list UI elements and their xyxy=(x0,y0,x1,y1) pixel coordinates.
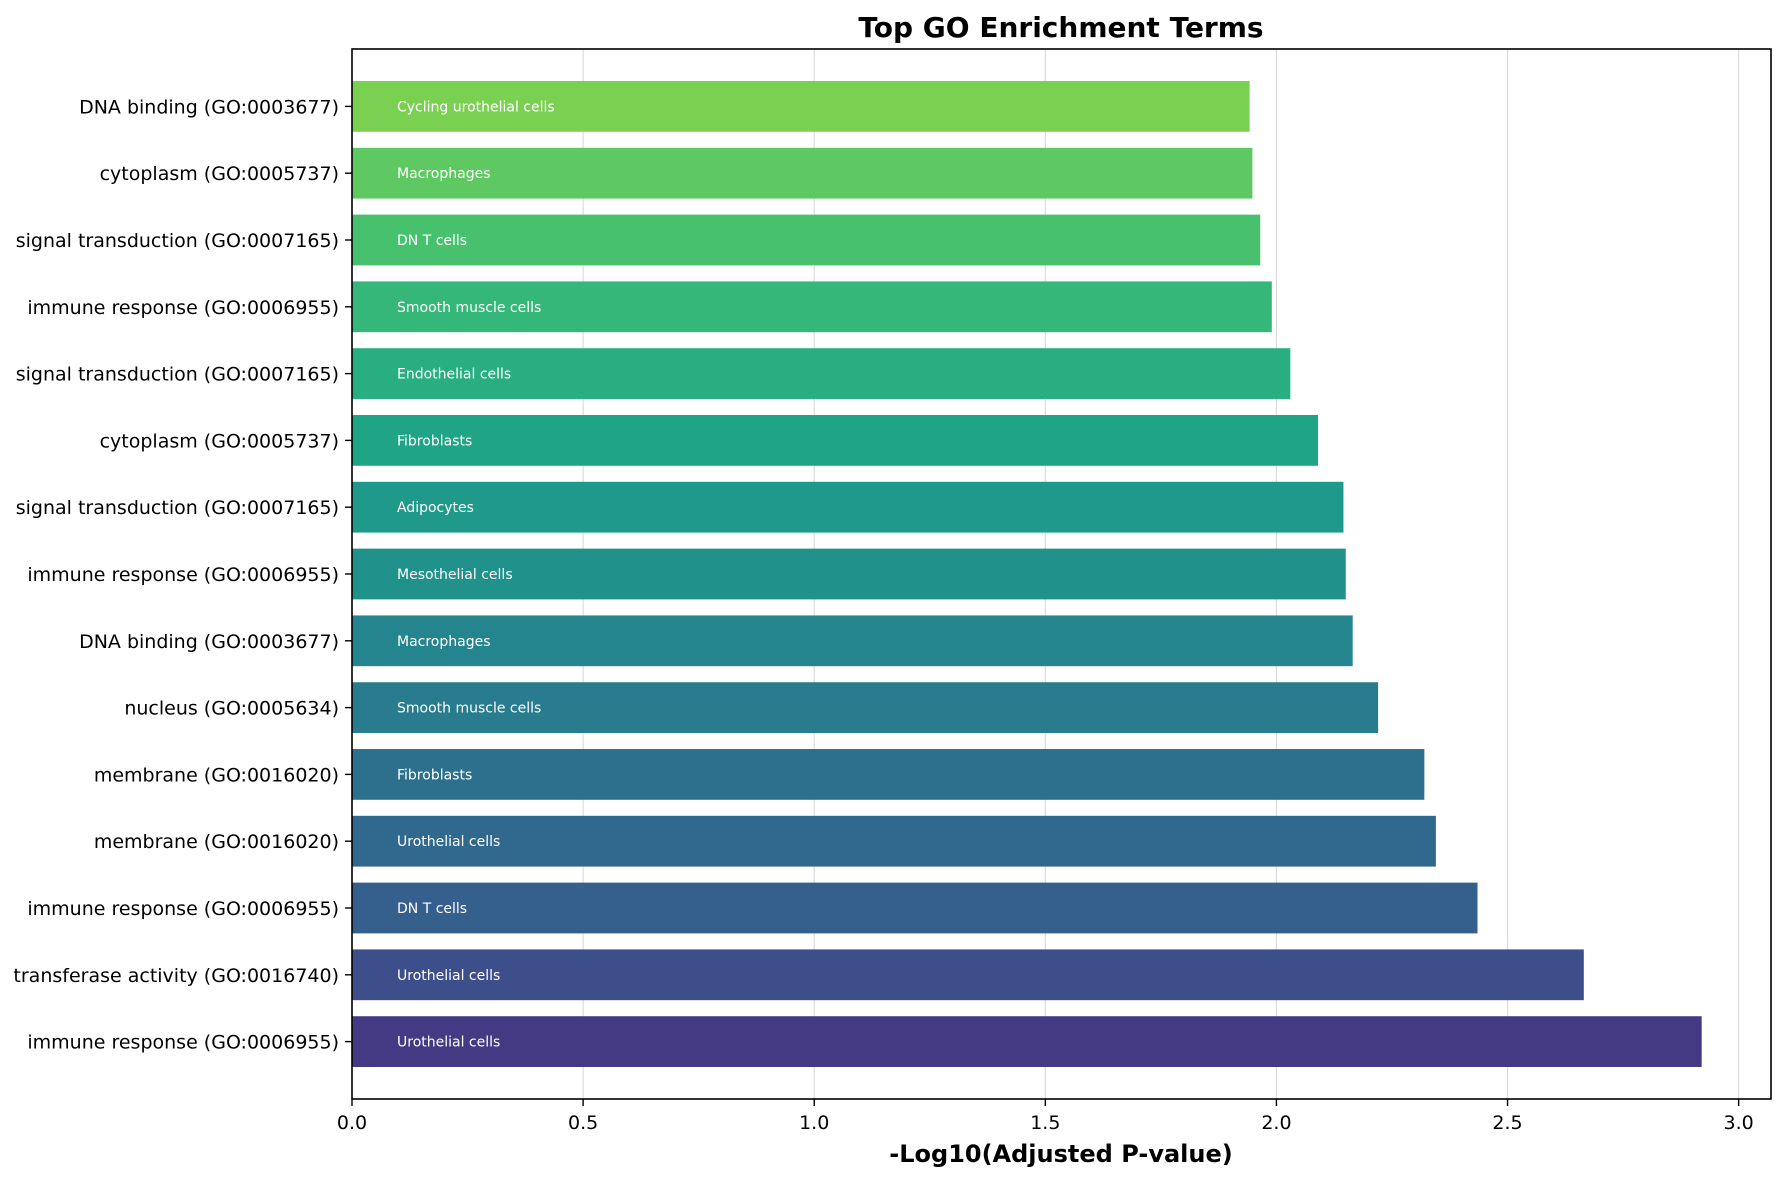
x-tick-label: 1.0 xyxy=(799,1112,829,1134)
bar-cell-type-label: Macrophages xyxy=(397,634,491,650)
bar-cell-type-label: Fibroblasts xyxy=(397,767,472,783)
y-tick-label: membrane (GO:0016020) xyxy=(94,831,339,853)
x-axis-label: -Log10(Adjusted P-value) xyxy=(889,1140,1232,1168)
bar-cell-type-label: Cycling urothelial cells xyxy=(397,99,555,115)
bar xyxy=(352,214,1261,266)
bar xyxy=(352,481,1344,533)
x-tick-label: 2.0 xyxy=(1261,1112,1291,1134)
y-tick-label: membrane (GO:0016020) xyxy=(94,764,339,786)
bar-cell-type-label: Fibroblasts xyxy=(397,433,472,449)
bar-cell-type-label: Macrophages xyxy=(397,166,491,182)
x-tick-label: 0.0 xyxy=(337,1112,367,1134)
bar xyxy=(352,348,1291,399)
bar xyxy=(352,615,1353,667)
y-tick-label: cytoplasm (GO:0005737) xyxy=(100,163,339,185)
bar xyxy=(352,81,1250,132)
bar xyxy=(352,949,1584,1001)
bar xyxy=(352,815,1436,867)
bar-cell-type-label: DN T cells xyxy=(397,901,467,917)
bar-cell-type-label: Endothelial cells xyxy=(397,367,511,383)
y-tick-label: signal transduction (GO:0007165) xyxy=(16,230,339,252)
bar-cell-type-label: Smooth muscle cells xyxy=(397,701,541,717)
y-tick-label: signal transduction (GO:0007165) xyxy=(16,364,339,386)
y-tick-label: immune response (GO:0006955) xyxy=(27,564,339,586)
y-tick-label: transferase activity (GO:0016740) xyxy=(13,965,339,987)
y-tick-label: immune response (GO:0006955) xyxy=(27,898,339,920)
y-tick-label: DNA binding (GO:0003677) xyxy=(79,631,339,653)
bar xyxy=(352,882,1478,934)
bar-cell-type-label: Urothelial cells xyxy=(397,968,500,984)
bar xyxy=(352,1016,1702,1067)
bar-cell-type-label: DN T cells xyxy=(397,233,467,249)
axis-layer: 0.0 0.5 1.0 1.5 2.0 2.5 3.0 immune response (GO… xyxy=(13,96,1753,1134)
y-tick-label: DNA binding (GO:0003677) xyxy=(79,96,339,118)
bar xyxy=(352,415,1319,466)
x-tick-label: 2.5 xyxy=(1492,1112,1522,1134)
y-tick-label: nucleus (GO:0005634) xyxy=(124,698,339,720)
bar xyxy=(352,682,1379,733)
y-tick-label: signal transduction (GO:0007165) xyxy=(16,497,339,519)
bar-cell-type-label: Smooth muscle cells xyxy=(397,300,541,316)
chart-title: Top GO Enrichment Terms xyxy=(858,11,1263,44)
y-tick-label: cytoplasm (GO:0005737) xyxy=(100,430,339,452)
y-tick-label: immune response (GO:0006955) xyxy=(27,297,339,319)
bar-cell-type-label: Mesothelial cells xyxy=(397,567,513,583)
x-tick-label: 3.0 xyxy=(1724,1112,1754,1134)
x-tick-label: 0.5 xyxy=(568,1112,598,1134)
y-tick-label: immune response (GO:0006955) xyxy=(27,1032,339,1054)
x-tick-label: 1.5 xyxy=(1030,1112,1060,1134)
bar-cell-type-label: Urothelial cells xyxy=(397,834,500,850)
bar-cell-type-label: Adipocytes xyxy=(397,500,474,516)
bar-layer: Urothelial cells Urothelial cells DN T cel… xyxy=(352,81,1702,1067)
bar xyxy=(352,548,1346,600)
bar xyxy=(352,749,1425,800)
bar xyxy=(352,147,1253,199)
bar-cell-type-label: Urothelial cells xyxy=(397,1035,500,1051)
bar xyxy=(352,281,1272,333)
